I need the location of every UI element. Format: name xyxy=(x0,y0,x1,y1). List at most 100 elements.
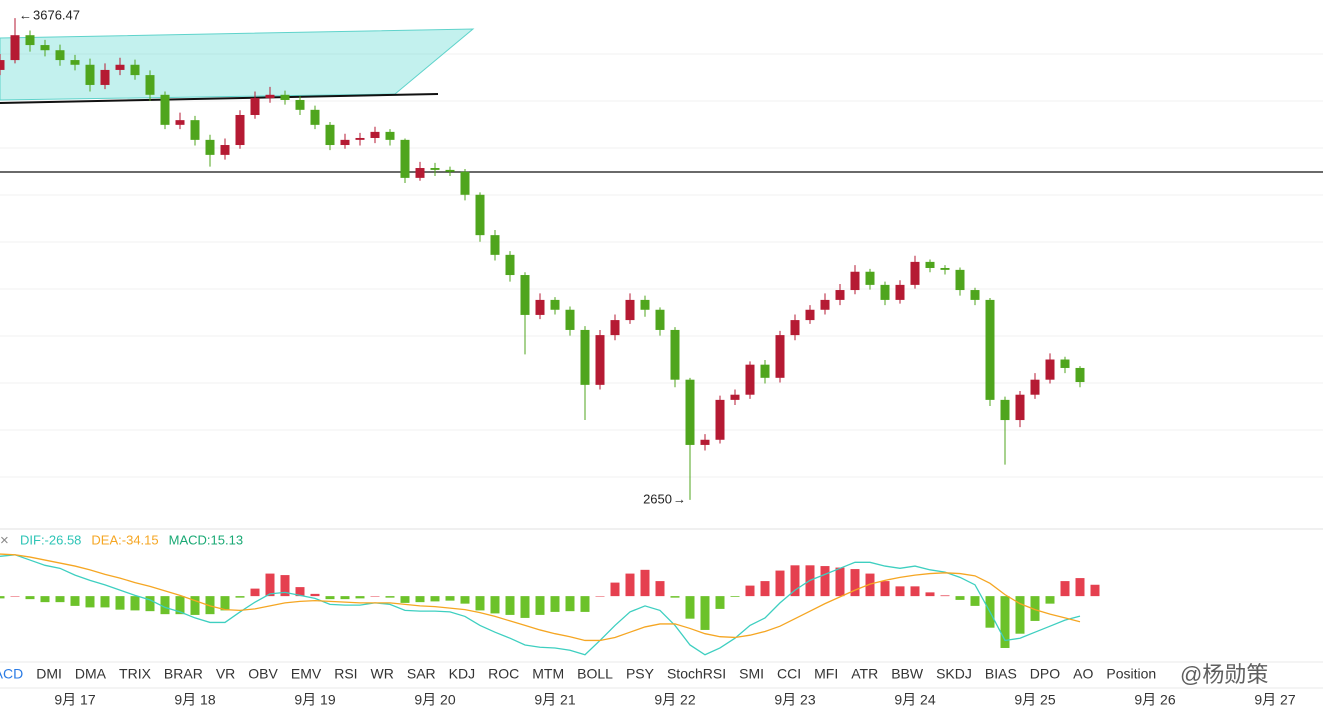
indicator-tab[interactable]: StochRSI xyxy=(667,666,726,682)
indicator-tab[interactable]: SKDJ xyxy=(936,666,972,682)
candle-body xyxy=(625,299,635,321)
candle-body xyxy=(1060,359,1070,368)
macd-bar xyxy=(595,596,605,597)
macd-bar xyxy=(640,569,650,597)
indicator-tab[interactable]: TRIX xyxy=(119,666,152,682)
close-icon[interactable]: × xyxy=(0,532,9,549)
macd-bar xyxy=(25,596,35,600)
indicator-tab[interactable]: BOLL xyxy=(577,666,613,682)
indicator-tab[interactable]: ATR xyxy=(851,666,878,682)
indicator-tab[interactable]: SAR xyxy=(407,666,436,682)
candle-body xyxy=(1030,379,1040,395)
candle-body xyxy=(865,271,875,285)
indicator-tab[interactable]: DMA xyxy=(75,666,107,682)
indicator-tab[interactable]: AO xyxy=(1073,666,1093,682)
macd-bar xyxy=(685,596,695,619)
candle-body xyxy=(805,309,815,321)
candle-body xyxy=(745,364,755,395)
macd-bar xyxy=(175,596,185,615)
candle-body xyxy=(775,335,785,378)
candle-body xyxy=(850,271,860,291)
max-arrow: ← xyxy=(19,8,32,23)
macd-bar xyxy=(670,596,680,598)
macd-bar xyxy=(250,588,260,597)
macd-bar xyxy=(130,596,140,611)
macd-bar xyxy=(400,596,410,603)
x-tick-label: 9月 18 xyxy=(174,692,215,708)
candle-body xyxy=(595,335,605,385)
indicator-tab[interactable]: BBW xyxy=(891,666,924,682)
candle-body xyxy=(205,139,215,155)
indicator-line xyxy=(0,554,1081,656)
macd-bar xyxy=(325,596,335,600)
macd-bar xyxy=(355,596,365,599)
candle-body xyxy=(700,439,710,445)
macd-bar xyxy=(115,596,125,610)
macd-bar xyxy=(370,596,380,597)
macd-bar xyxy=(910,586,920,597)
indicator-tab[interactable]: WR xyxy=(371,666,394,682)
macd-bar xyxy=(730,596,740,597)
macd-bar xyxy=(865,573,875,597)
candle-body xyxy=(895,284,905,300)
indicator-tab[interactable]: DPO xyxy=(1030,666,1060,682)
indicator-tab[interactable]: MFI xyxy=(814,666,838,682)
x-tick-label: 9月 19 xyxy=(294,692,335,708)
candle-body xyxy=(250,98,260,115)
macd-bar xyxy=(295,587,305,597)
macd-bar xyxy=(745,585,755,597)
indicator-tab[interactable]: DMI xyxy=(36,666,62,682)
candle-body xyxy=(220,145,230,155)
candle-body xyxy=(670,329,680,380)
macd-bar xyxy=(625,573,635,597)
candle-body xyxy=(460,171,470,195)
macd-bar xyxy=(385,596,395,598)
indicator-tab[interactable]: RSI xyxy=(334,666,357,682)
macd-bar xyxy=(475,596,485,611)
indicator-legend: DEA:-34.15 xyxy=(91,532,158,547)
candle-body xyxy=(70,60,80,65)
candle-body xyxy=(535,299,545,315)
candle-body xyxy=(415,168,425,178)
indicator-tab[interactable]: SMI xyxy=(739,666,764,682)
watermark: @杨勋策 xyxy=(1180,662,1268,687)
indicator-tab[interactable]: EMV xyxy=(291,666,322,682)
indicator-tab[interactable]: KDJ xyxy=(449,666,475,682)
indicator-tab[interactable]: Position xyxy=(1106,666,1156,682)
indicator-tab[interactable]: BIAS xyxy=(985,666,1017,682)
candle-body xyxy=(265,94,275,99)
candle-body xyxy=(925,261,935,268)
candle-body xyxy=(430,168,440,170)
indicator-tab[interactable]: MTM xyxy=(532,666,564,682)
indicator-tab[interactable]: MACD xyxy=(0,666,23,682)
candle-body xyxy=(835,290,845,300)
indicator-tab[interactable]: BRAR xyxy=(164,666,203,682)
macd-bar xyxy=(520,596,530,618)
macd-bar xyxy=(430,596,440,602)
candle-body xyxy=(955,269,965,291)
x-tick-label: 9月 24 xyxy=(894,692,935,708)
macd-bar xyxy=(145,596,155,612)
indicator-tab[interactable]: PSY xyxy=(626,666,655,682)
macd-bar xyxy=(235,596,245,598)
macd-bar xyxy=(340,596,350,600)
candle-body xyxy=(25,35,35,46)
candle-body xyxy=(85,64,95,85)
candle-body xyxy=(1000,399,1010,421)
macd-bar xyxy=(0,596,5,599)
macd-bar xyxy=(1075,578,1085,597)
trend-line[interactable] xyxy=(0,93,439,104)
indicator-tab[interactable]: OBV xyxy=(248,666,278,682)
candle-body xyxy=(715,399,725,440)
indicator-tab[interactable]: CCI xyxy=(777,666,801,682)
indicator-tab[interactable]: ROC xyxy=(488,666,519,682)
macd-bar xyxy=(580,596,590,612)
indicator-tab[interactable]: VR xyxy=(216,666,235,682)
macd-bar xyxy=(1030,596,1040,621)
candle-body xyxy=(490,235,500,255)
macd-bar xyxy=(895,586,905,597)
candle-body xyxy=(550,299,560,310)
candle-body xyxy=(175,120,185,125)
macd-bar xyxy=(1090,584,1100,597)
x-tick-label: 9月 23 xyxy=(774,692,815,708)
